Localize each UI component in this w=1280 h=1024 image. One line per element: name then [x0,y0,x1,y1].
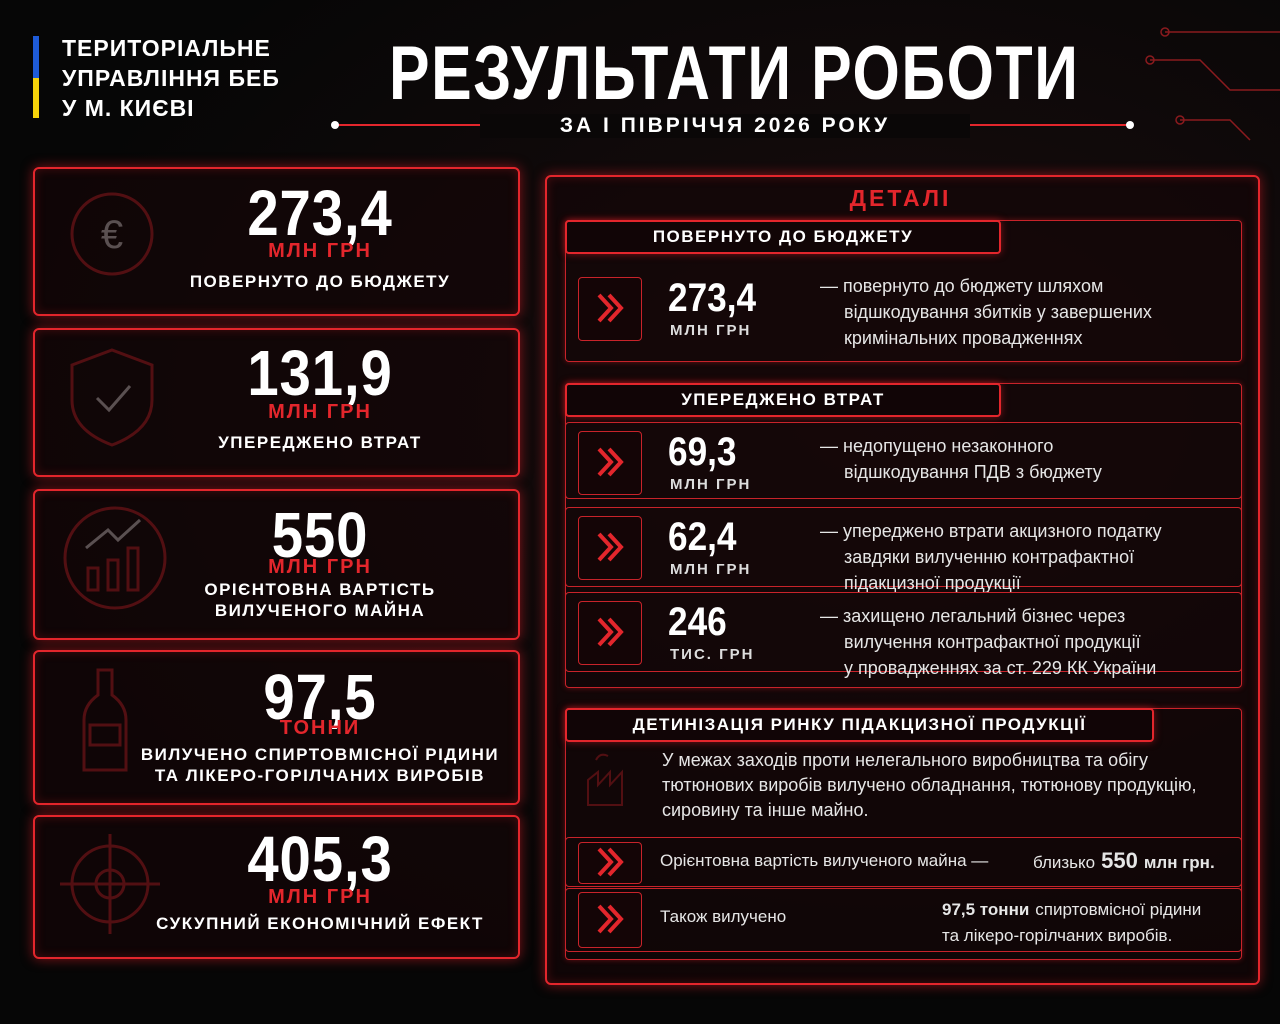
item-text: кримінальних провадженнях [844,328,1083,348]
item-text: — недопущено незаконного [820,436,1054,456]
intro-text: тютюнових виробів вилучено обладнання, т… [662,775,1197,795]
item-unit: МЛН ГРН [670,476,752,493]
org: УПРАВЛІННЯ БЕБ [62,65,280,91]
details-title: ДЕТАЛІ [849,185,952,211]
section-title: ДЕТИНІЗАЦІЯ РИНКУ ПІДАКЦИЗНОЇ ПРОДУКЦІЇ [565,708,1154,742]
row-text: Також вилучено [660,907,787,926]
amount-part: млн грн. [1143,853,1215,872]
title: РЕЗУЛЬТАТИ РОБОТИ [389,31,1080,116]
item-unit: МЛН ГРН [670,561,752,578]
item-unit: ТИС. ГРН [670,646,755,663]
card-label: СУКУПНИЙ ЕКОНОМІЧНИЙ ЕФЕКТ [156,914,484,933]
item-value: 62,4 [668,515,737,559]
card-value: 405,3 [247,823,393,895]
item-row [565,422,1242,499]
amount-bold: 97,5 тонни [942,900,1030,919]
chevron-icon [578,842,642,884]
card [33,650,520,805]
chevron [597,847,624,877]
subtitle: ЗА І ПІВРІЧЧЯ 2026 РОКУ [480,114,970,138]
item-row [565,592,1242,672]
chevron-icon [578,277,642,341]
chevron-icon [578,601,642,665]
card-unit: МЛН ГРН [268,401,372,423]
section-title: УПЕРЕДЖЕНО ВТРАТ [565,383,1001,417]
chevron [597,532,624,562]
card-label: ВИЛУЧЕНОГО МАЙНА [214,601,426,620]
item-text: у провадженнях за ст. 229 КК України [844,658,1157,678]
item-value: 246 [668,600,727,644]
chevron [597,293,624,323]
item-text: — повернуто до бюджету шляхом [820,276,1104,296]
chevron [597,447,624,477]
card-label: ОРІЄНТОВНА ВАРТІСТЬ [204,580,436,599]
section-title: ПОВЕРНУТО ДО БЮДЖЕТУ [565,220,1001,254]
card-label: УПЕРЕДЖЕНО ВТРАТ [218,433,422,452]
chevron [597,617,624,647]
card-unit: ТОННИ [279,717,361,739]
row [565,888,1242,952]
item-text: — упереджено втрати акцизного податку [820,521,1162,541]
org: У М. КИЄВІ [62,95,195,121]
item-value: 273,4 [668,276,757,320]
card [33,328,520,477]
card-value: 550 [271,499,369,571]
row [565,837,1242,887]
card-value: 131,9 [247,337,393,409]
row-amount: близько 550 млн грн. [1033,848,1215,874]
row-amount: 97,5 тонни спиртовмісної рідини [942,900,1201,920]
item-text: вилучення контрафактної продукції [844,632,1141,652]
card-value: 97,5 [263,661,377,733]
card-value: 273,4 [247,177,393,249]
card [33,815,520,959]
card-unit: МЛН ГРН [268,886,372,908]
amount-part: спиртовмісної рідини [1035,900,1202,919]
amount-part: 550 [1101,848,1138,873]
item-text: відшкодування ПДВ з бюджету [844,462,1102,482]
row-text: Орієнтовна вартість вилученого майна — [660,851,989,870]
card-label: ТА ЛІКЕРО-ГОРІЛЧАНИХ ВИРОБІВ [154,766,486,785]
item-text: завдяки вилученню контрафактної [844,547,1135,567]
item-text: відшкодування збитків у завершених [844,302,1152,322]
item-value: 69,3 [668,430,737,474]
card-label: ВИЛУЧЕНО СПИРТОВМІСНОЇ РІДИНИ [140,745,500,764]
card-label: ПОВЕРНУТО ДО БЮДЖЕТУ [189,272,451,291]
chevron-icon [578,516,642,580]
item-unit: МЛН ГРН [670,322,752,339]
intro-text: У межах заходів проти нелегального вироб… [662,750,1148,770]
item-text: підакцизної продукції [844,573,1021,593]
row-line2: та лікеро-горілчаних виробів. [942,926,1173,945]
chevron-icon [578,431,642,495]
card-unit: МЛН ГРН [268,240,372,262]
card [33,489,520,640]
intro-text: сировину та інше майно. [662,800,869,820]
item-row [565,507,1242,587]
card [33,167,520,316]
item-text: — захищено легальний бізнес через [820,606,1126,626]
details-panel [545,175,1260,985]
amount-part: близько [1033,853,1096,872]
chevron [597,904,624,934]
chevron-icon [578,892,642,948]
org: ТЕРИТОРІАЛЬНЕ [62,35,271,61]
card-unit: МЛН ГРН [268,556,372,578]
